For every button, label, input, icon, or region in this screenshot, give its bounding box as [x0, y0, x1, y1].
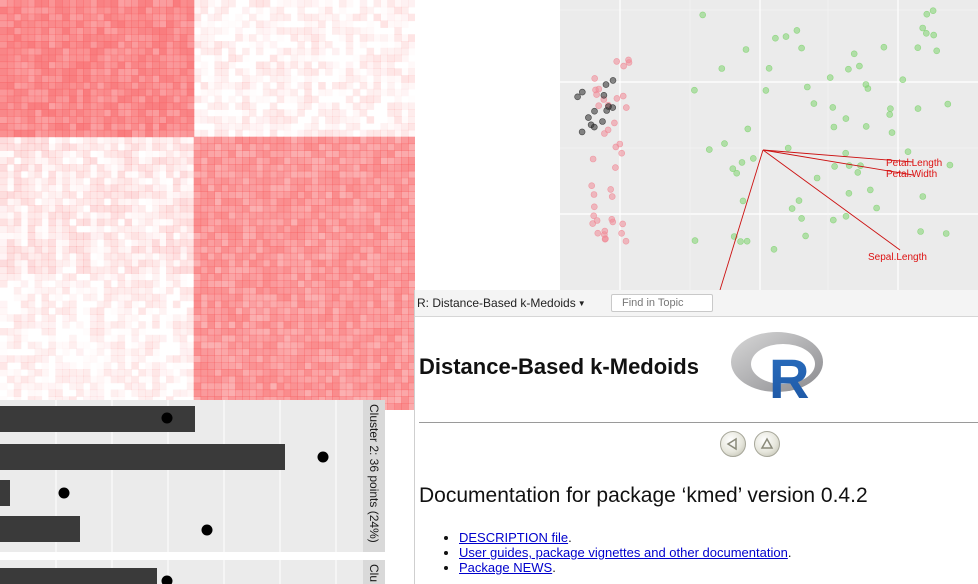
cluster-2-strip: Cluster 2: 36 points (24%) [363, 400, 385, 552]
cluster-pink-points [588, 56, 633, 245]
r-logo-icon: R [731, 332, 823, 400]
chevron-down-icon: ▼ [577, 299, 586, 309]
list-item: User guides, package vignettes and other… [459, 545, 791, 560]
heatmap-cells [0, 0, 415, 410]
link-suffix: . [568, 530, 572, 545]
header-divider [419, 422, 978, 423]
back-arrow-icon [726, 437, 737, 451]
distance-heatmap [0, 0, 415, 410]
cluster-2-strip-label: Cluster 2: 36 points (24%) [367, 404, 381, 543]
find-in-topic-input[interactable] [611, 294, 713, 312]
link-suffix: . [787, 545, 792, 560]
list-item: DESCRIPTION file. [459, 530, 791, 545]
help-pane: R: Distance-Based k-Medoids▼ Distance-Ba… [414, 290, 978, 584]
cluster-green-points [691, 7, 954, 253]
description-file-link[interactable]: DESCRIPTION file [459, 530, 569, 545]
cluster-barplot: Cluster 2: 36 points (24%) Clu [0, 400, 385, 584]
up-arrow-icon [760, 437, 774, 449]
documentation-title: Documentation for package ‘kmed’ version… [419, 484, 868, 507]
back-button[interactable] [720, 431, 746, 457]
topic-select-label: R: Distance-Based k-Medoids [417, 296, 576, 310]
cluster-biplot: Petal.Length Petal.Width Sepal.Length [560, 0, 978, 290]
package-news-link[interactable]: Package NEWS [459, 560, 553, 575]
cluster-3-strip-label: Clu [367, 564, 381, 583]
cluster-3-strip: Clu [363, 560, 385, 584]
user-guides-link[interactable]: User guides, package vignettes and other… [459, 545, 788, 560]
up-button[interactable] [754, 431, 780, 457]
arrow-label-sepal-length: Sepal.Length [868, 252, 927, 263]
documentation-links: DESCRIPTION file. User guides, package v… [439, 530, 791, 575]
arrow-label-petal-length: Petal.Length [886, 158, 942, 169]
link-suffix: . [552, 560, 556, 575]
cluster-black-points [574, 77, 617, 136]
page-title: Distance-Based k-Medoids [419, 354, 699, 379]
r-logo-letter: R [769, 347, 809, 400]
barplot-canvas [0, 400, 363, 584]
list-item: Package NEWS. [459, 560, 791, 575]
topic-select[interactable]: R: Distance-Based k-Medoids ▼ [417, 296, 586, 310]
help-toolbar: R: Distance-Based k-Medoids ▼ [415, 290, 978, 317]
arrow-label-petal-width: Petal.Width [886, 169, 937, 180]
